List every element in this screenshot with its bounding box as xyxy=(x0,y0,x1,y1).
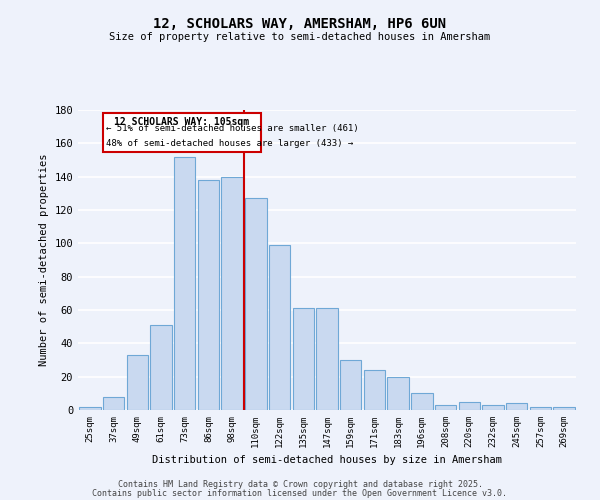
Bar xyxy=(316,308,338,410)
Bar xyxy=(221,176,243,410)
X-axis label: Distribution of semi-detached houses by size in Amersham: Distribution of semi-detached houses by … xyxy=(152,456,502,466)
Bar xyxy=(174,156,196,410)
Bar xyxy=(293,308,314,410)
Bar xyxy=(435,405,456,410)
Bar xyxy=(506,404,527,410)
Bar xyxy=(245,198,266,410)
FancyBboxPatch shape xyxy=(103,114,260,152)
Bar xyxy=(411,394,433,410)
Bar xyxy=(364,370,385,410)
Text: Size of property relative to semi-detached houses in Amersham: Size of property relative to semi-detach… xyxy=(109,32,491,42)
Bar xyxy=(269,245,290,410)
Bar xyxy=(127,355,148,410)
Text: 12 SCHOLARS WAY: 105sqm: 12 SCHOLARS WAY: 105sqm xyxy=(114,116,250,126)
Text: Contains public sector information licensed under the Open Government Licence v3: Contains public sector information licen… xyxy=(92,489,508,498)
Bar xyxy=(103,396,124,410)
Y-axis label: Number of semi-detached properties: Number of semi-detached properties xyxy=(39,154,49,366)
Bar xyxy=(482,405,503,410)
Text: 12, SCHOLARS WAY, AMERSHAM, HP6 6UN: 12, SCHOLARS WAY, AMERSHAM, HP6 6UN xyxy=(154,18,446,32)
Bar xyxy=(530,406,551,410)
Bar xyxy=(458,402,480,410)
Bar xyxy=(151,325,172,410)
Bar xyxy=(198,180,219,410)
Text: 48% of semi-detached houses are larger (433) →: 48% of semi-detached houses are larger (… xyxy=(106,139,353,148)
Text: Contains HM Land Registry data © Crown copyright and database right 2025.: Contains HM Land Registry data © Crown c… xyxy=(118,480,482,489)
Bar xyxy=(388,376,409,410)
Text: ← 51% of semi-detached houses are smaller (461): ← 51% of semi-detached houses are smalle… xyxy=(106,124,358,133)
Bar xyxy=(340,360,361,410)
Bar xyxy=(79,406,101,410)
Bar xyxy=(553,406,575,410)
